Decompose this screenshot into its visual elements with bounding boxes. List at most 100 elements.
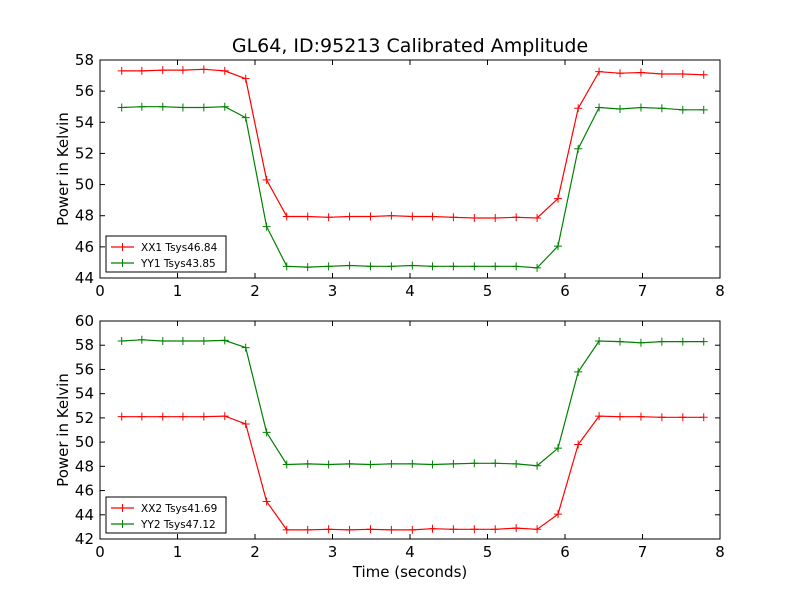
- data-point: [699, 337, 708, 346]
- data-point: [324, 460, 333, 469]
- legend-label: YY1 Tsys43.85: [140, 258, 216, 270]
- data-point: [303, 263, 312, 272]
- data-point: [117, 103, 126, 112]
- y-tick-label: 44: [75, 269, 94, 287]
- data-point: [449, 459, 458, 468]
- data-point: [158, 66, 167, 75]
- data-point: [199, 103, 208, 112]
- data-point: [470, 262, 479, 271]
- data-point: [512, 262, 521, 271]
- legend-marker: [118, 259, 127, 267]
- data-point: [408, 212, 417, 221]
- data-point: [678, 337, 687, 346]
- data-point: [387, 211, 396, 220]
- data-point: [387, 459, 396, 468]
- data-point: [574, 440, 583, 449]
- data-point: [366, 262, 375, 271]
- y-tick-label: 50: [75, 176, 94, 194]
- data-point: [117, 66, 126, 75]
- data-point: [595, 103, 604, 112]
- data-point: [220, 412, 229, 421]
- data-point: [199, 412, 208, 421]
- data-point: [595, 412, 604, 421]
- chart-title: GL64, ID:95213 Calibrated Amplitude: [232, 35, 588, 57]
- data-point: [616, 412, 625, 421]
- data-point: [616, 337, 625, 346]
- legend-label: YY2 Tsys47.12: [140, 519, 216, 531]
- data-point: [408, 261, 417, 270]
- data-point: [533, 525, 542, 534]
- data-point: [678, 70, 687, 79]
- data-point: [345, 212, 354, 221]
- data-point: [262, 428, 271, 437]
- data-point: [554, 510, 563, 519]
- data-point: [137, 66, 146, 75]
- data-point: [366, 460, 375, 469]
- data-point: [324, 525, 333, 534]
- data-point: [636, 68, 645, 77]
- data-point: [636, 103, 645, 112]
- data-point: [512, 213, 521, 222]
- data-point: [178, 66, 187, 75]
- data-point: [220, 102, 229, 111]
- x-axis-label: Time (seconds): [352, 563, 468, 581]
- y-tick-label: 58: [75, 51, 94, 69]
- data-point: [491, 525, 500, 534]
- x-tick-label: 5: [483, 282, 493, 300]
- x-tick-label: 5: [483, 543, 493, 561]
- data-point: [241, 343, 250, 352]
- data-point: [657, 337, 666, 346]
- data-point: [282, 262, 291, 271]
- data-point: [595, 67, 604, 76]
- x-tick-label: 1: [173, 282, 183, 300]
- y-tick-label: 56: [75, 360, 94, 378]
- data-point: [554, 242, 563, 251]
- data-point: [574, 104, 583, 113]
- data-point: [117, 412, 126, 421]
- legend-label: XX2 Tsys41.69: [141, 503, 217, 515]
- x-tick-label: 2: [250, 282, 260, 300]
- data-point: [699, 105, 708, 114]
- y-tick-label: 58: [75, 336, 94, 354]
- x-tick-label: 3: [328, 282, 338, 300]
- data-point: [554, 444, 563, 453]
- data-point: [324, 213, 333, 222]
- data-point: [199, 336, 208, 345]
- data-point: [366, 212, 375, 221]
- data-point: [512, 459, 521, 468]
- data-point: [282, 460, 291, 469]
- data-point: [554, 194, 563, 203]
- y-tick-label: 46: [75, 482, 94, 500]
- data-point: [220, 66, 229, 75]
- legend-marker: [118, 520, 127, 528]
- y-axis-label: Power in Kelvin: [54, 373, 72, 487]
- data-point: [117, 336, 126, 345]
- x-tick-label: 3: [328, 543, 338, 561]
- data-point: [428, 524, 437, 533]
- data-point: [178, 103, 187, 112]
- data-point: [699, 70, 708, 79]
- y-tick-label: 48: [75, 457, 94, 475]
- data-point: [199, 65, 208, 74]
- data-point: [241, 113, 250, 122]
- data-point: [657, 70, 666, 79]
- y-tick-label: 54: [75, 113, 94, 131]
- data-point: [345, 459, 354, 468]
- data-point: [158, 412, 167, 421]
- data-point: [345, 525, 354, 534]
- data-point: [574, 144, 583, 153]
- data-point: [657, 413, 666, 422]
- legend-marker: [118, 504, 127, 512]
- data-point: [449, 262, 458, 271]
- data-point: [408, 525, 417, 534]
- y-tick-label: 52: [75, 409, 94, 427]
- data-point: [158, 336, 167, 345]
- x-tick-label: 8: [715, 282, 725, 300]
- data-point: [470, 459, 479, 468]
- data-point: [324, 262, 333, 271]
- data-point: [158, 102, 167, 111]
- data-point: [137, 335, 146, 344]
- data-point: [657, 104, 666, 113]
